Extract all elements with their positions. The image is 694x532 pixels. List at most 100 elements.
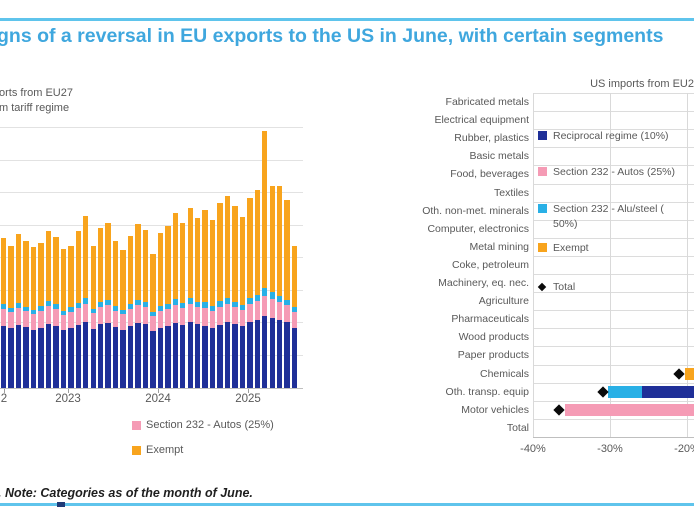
left-chart: orts from EU27 m tariff regime 2 2023 2024… [0,85,332,485]
right-gridline-v [610,93,611,437]
bar-segment [45,306,52,324]
left-bar-2022-05 [8,246,14,388]
bottom-rule-mark [57,502,65,507]
bar-segment [172,323,178,388]
legend-label: Reciprocal regime (10%) [553,130,669,142]
legend-label: Section 232 - Alu/steel (50%) [553,203,664,230]
left-bar-2025-06 [284,200,290,388]
bar-segment [202,210,208,302]
right-category-label: Total [506,421,529,434]
bar-segment [224,196,231,298]
legend-label: Exempt [553,242,589,254]
right-category-label: Wood products [458,331,529,344]
right-gridline-h [533,147,694,149]
left-bar-2024-04 [180,223,186,388]
bar-segment [97,324,104,388]
bar-segment [247,298,253,304]
left-x-tick [248,389,249,393]
bar-segment [97,307,104,324]
bar-segment [247,304,253,322]
legend-swatch [538,131,547,140]
bar-segment [105,323,111,388]
bar-segment [291,307,298,312]
bar-segment [150,316,156,331]
legend-label: Section 232 - Autos (25%) [553,166,675,178]
left-bar-2023-09 [127,236,134,388]
bar-segment [224,298,231,304]
bar-segment [120,314,126,330]
bar-segment [53,304,59,309]
bar-segment [277,186,283,296]
bar-segment [23,327,29,388]
bar-segment [187,322,193,388]
right-category-label: Textiles [493,186,529,199]
left-bar-2024-02 [165,226,171,388]
bar-segment [38,328,44,388]
bar-segment [194,324,201,388]
left-bar-2023-02 [75,231,81,388]
left-bar-2023-12 [150,254,156,388]
bar-segment [120,250,126,310]
left-gridline [0,192,303,193]
left-gridline [0,127,303,128]
bar-segment [90,329,96,388]
bar-segment [135,300,141,305]
right-category-label: Fabricated metals [445,96,529,108]
bar-segment [254,301,261,320]
bar-segment [105,300,111,305]
right-category-label: Basic metals [469,150,529,163]
right-gridline-v [533,93,534,437]
legend-label: Exempt [146,444,184,456]
right-category-label: Coke, petroleum [451,258,529,271]
left-bar-2024-06 [194,218,201,388]
bar-segment [269,318,275,388]
bar-segment [23,307,29,311]
total-marker-diamond [673,367,685,380]
bar-segment [75,303,81,308]
bar-segment [53,326,59,388]
bar-segment [75,308,81,325]
right-x-label: -30% [597,443,623,455]
bar-segment [209,220,216,306]
bar-segment [291,328,298,388]
bar-segment [15,303,22,308]
bar-segment [142,307,149,324]
bar-segment [90,309,96,313]
left-bar-2024-05 [187,208,193,388]
bar-segment [53,237,59,304]
right-gridline-h [533,255,694,257]
bar-segment [135,305,141,323]
bar-segment [60,249,67,311]
bar-segment [1,238,7,304]
bar-segment [83,216,89,298]
bar-segment [254,295,261,301]
bar-segment [157,311,164,328]
left-x-tick [4,389,5,393]
bar-segment [135,323,141,388]
right-gridline-h [533,437,694,438]
top-rule [0,18,694,21]
bar-segment [127,236,134,304]
bar-segment [239,305,246,310]
left-bar-2024-11 [232,206,238,388]
left-bar-2024-07 [202,210,208,388]
right-gridline-h [533,183,694,185]
bar-segment [247,322,253,388]
bar-segment [187,298,193,304]
bar-segment [83,322,89,388]
source-note: . Note: Categories as of the month of Ju… [0,486,253,500]
legend-swatch [538,204,547,213]
left-bar-2023-03 [83,216,89,388]
bar-segment [247,198,253,298]
right-category-label: Paper products [457,349,529,362]
right-gridline-h [533,418,694,420]
left-bar-2022-09 [38,243,44,388]
left-x-label: 2024 [145,393,171,405]
bar-segment [142,324,149,388]
left-bar-2025-03 [262,131,268,388]
left-x-tick [158,389,159,393]
bar-segment [157,306,164,311]
bar-segment [180,223,186,303]
left-bar-2023-11 [142,230,149,388]
bar-segment [15,308,22,325]
